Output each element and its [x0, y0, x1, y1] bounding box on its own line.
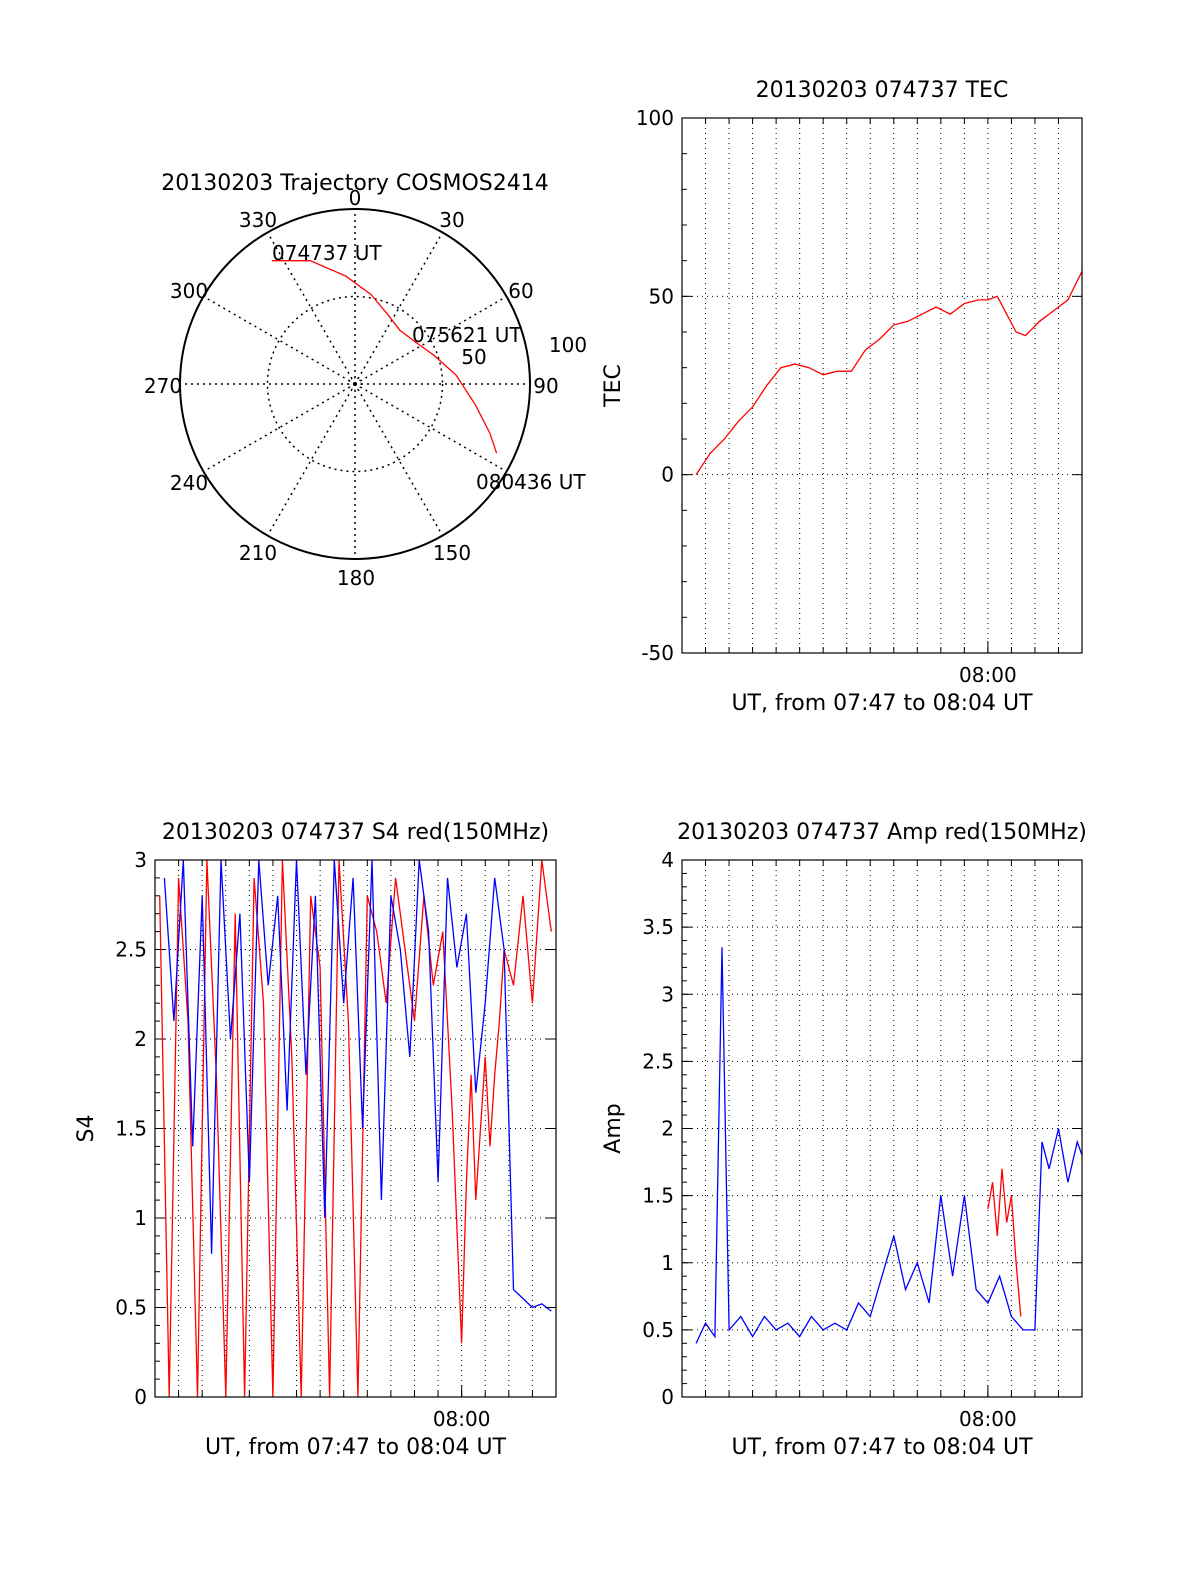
amp-ytick-label-4: 2	[661, 1117, 674, 1141]
polar-spoke-240	[203, 383, 356, 473]
polar-spoke-120	[354, 383, 507, 473]
s4-ylabel: S4	[74, 1115, 99, 1143]
polar-spoke-30	[354, 232, 444, 385]
tec-title: 20130203 074737 TEC	[756, 78, 1009, 103]
s4-ytick-label-6: 3	[134, 848, 147, 872]
polar-radius-label-50: 50	[461, 345, 486, 369]
amp-xtick-label: 08:00	[959, 1407, 1017, 1431]
s4-ytick-label-2: 1	[134, 1206, 147, 1230]
polar-mid-label: 075621 UT	[412, 323, 522, 347]
amp-xlabel: UT, from 07:47 to 08:04 UT	[731, 1435, 1033, 1460]
polar-angle-label-240: 240	[170, 471, 208, 495]
amp-panel: 20130203 074737 Amp red(150MHz) 0 0.5 1 1.5 2…	[601, 820, 1087, 1460]
amp-ytick-label-0: 0	[661, 1385, 674, 1409]
polar-title: 20130203 Trajectory COSMOS2414	[161, 171, 548, 196]
polar-angle-label-0: 0	[349, 186, 362, 210]
s4-frame	[154, 859, 557, 1398]
polar-inner-ring	[266, 295, 444, 473]
tec-frame	[681, 117, 1083, 654]
polar-spoke-210	[266, 383, 356, 536]
polar-angle-label-270: 270	[144, 374, 182, 398]
s4-ytick-label-3: 1.5	[115, 1117, 147, 1141]
polar-end-label: 080436 UT	[476, 470, 586, 494]
polar-spoke-150	[354, 383, 444, 536]
tec-ylabel: TEC	[601, 364, 626, 408]
s4-panel: 20130203 074737 S4 red(150MHz) 0 0.5 1 1.5 2 2…	[74, 820, 557, 1460]
polar-spoke-330	[266, 232, 356, 385]
polar-trajectory-line	[271, 260, 498, 454]
polar-start-label: 074737 UT	[272, 241, 382, 265]
s4-ytick-label-4: 2	[134, 1027, 147, 1051]
amp-ytick-label-7: 3.5	[642, 915, 674, 939]
s4-xtick-label: 08:00	[433, 1407, 491, 1431]
polar-angle-label-300: 300	[170, 279, 208, 303]
amp-frame	[681, 859, 1083, 1398]
s4-xlabel: UT, from 07:47 to 08:04 UT	[205, 1435, 507, 1460]
polar-angle-label-180: 180	[337, 566, 375, 590]
polar-angle-label-330: 330	[239, 208, 277, 232]
polar-radius-label-100: 100	[549, 333, 587, 357]
tec-ytick-label-2: 50	[649, 284, 674, 308]
polar-spoke-300	[203, 295, 356, 385]
polar-angle-label-150: 150	[433, 541, 471, 565]
amp-ytick-label-8: 4	[661, 848, 674, 872]
amp-ytick-label-1: 0.5	[642, 1318, 674, 1342]
tec-ytick-label-0: -50	[641, 641, 674, 665]
s4-series-blue	[163, 860, 552, 1312]
tec-ytick-label-1: 0	[661, 463, 674, 487]
amp-ytick-label-5: 2.5	[642, 1049, 674, 1073]
tec-ytick-label-3: 100	[636, 106, 674, 130]
amp-series-blue	[695, 947, 1082, 1344]
tec-xtick-label: 08:00	[959, 663, 1017, 687]
amp-title: 20130203 074737 Amp red(150MHz)	[677, 820, 1087, 845]
s4-ytick-label-1: 0.5	[115, 1296, 147, 1320]
amp-series-red	[987, 1168, 1022, 1317]
s4-ytick-label-0: 0	[134, 1385, 147, 1409]
amp-ytick-label-3: 1.5	[642, 1184, 674, 1208]
polar-angle-label-210: 210	[239, 541, 277, 565]
polar-spoke-60	[354, 295, 507, 385]
s4-ytick-label-5: 2.5	[115, 938, 147, 962]
tec-series-red	[695, 271, 1082, 476]
amp-ytick-label-2: 1	[661, 1251, 674, 1275]
polar-angle-label-60: 60	[508, 279, 533, 303]
tec-xlabel: UT, from 07:47 to 08:04 UT	[731, 691, 1033, 716]
polar-angle-label-90: 90	[533, 374, 558, 398]
amp-ytick-label-6: 3	[661, 982, 674, 1006]
polar-angle-label-30: 30	[439, 208, 464, 232]
amp-ylabel: Amp	[601, 1103, 626, 1153]
s4-title: 20130203 074737 S4 red(150MHz)	[162, 820, 549, 845]
tec-panel: 20130203 074737 TEC -50 0 50 100 08:00 UT, fro…	[601, 78, 1083, 716]
s4-series-red	[159, 860, 552, 1397]
